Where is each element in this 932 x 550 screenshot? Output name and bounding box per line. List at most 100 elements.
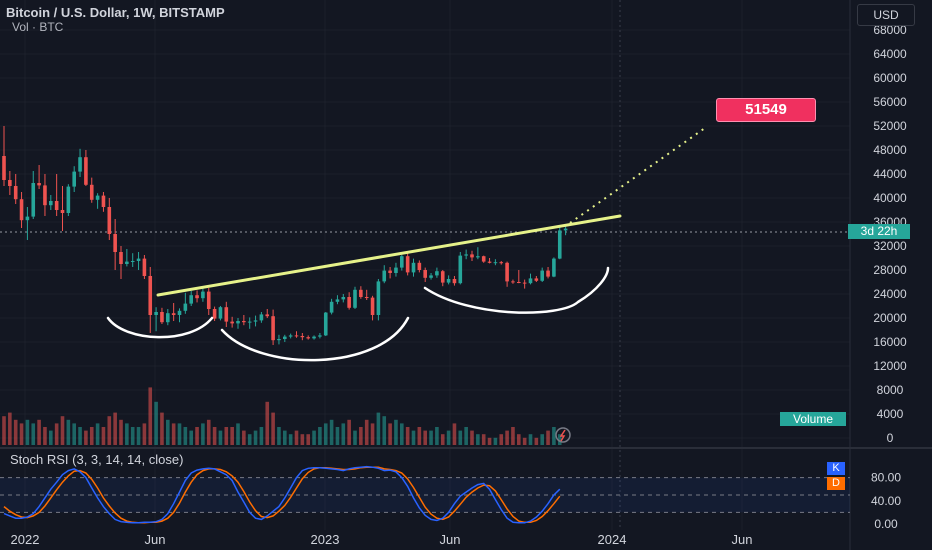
volume-bar xyxy=(37,419,41,445)
candle xyxy=(341,294,346,303)
price-tick-label: 24000 xyxy=(873,287,907,301)
candle-body xyxy=(253,320,258,322)
candle-body xyxy=(19,199,24,221)
volume-bar xyxy=(247,434,252,445)
volume-bar xyxy=(440,434,445,445)
volume-bar xyxy=(54,423,59,445)
candle-body xyxy=(66,186,71,213)
drawings xyxy=(106,127,706,443)
volume-bar xyxy=(388,423,392,445)
volume-bar xyxy=(218,430,223,445)
chart-header: Bitcoin / U.S. Dollar, 1W, BITSTAMP xyxy=(6,4,225,21)
candle-body xyxy=(440,271,445,283)
candle xyxy=(142,255,147,279)
volume-bar xyxy=(546,430,550,445)
projection-dotted-line xyxy=(569,127,706,224)
candle-body xyxy=(136,258,141,261)
volume-bar xyxy=(13,419,18,445)
volume-bar xyxy=(505,430,509,445)
candle xyxy=(429,273,433,280)
time-tick-label: 2024 xyxy=(598,532,627,547)
volume-bars xyxy=(2,387,562,445)
volume-bar xyxy=(528,434,533,445)
candle xyxy=(353,286,357,309)
candle-body xyxy=(265,314,270,317)
candle xyxy=(476,247,480,260)
volume-bar xyxy=(517,434,521,445)
volume-bar xyxy=(493,437,498,445)
candle xyxy=(411,258,416,277)
volume-bar xyxy=(142,423,147,445)
candle xyxy=(19,192,24,228)
volume-bar xyxy=(31,423,36,445)
candle xyxy=(54,174,59,216)
candle-body xyxy=(493,262,498,264)
candle-body xyxy=(271,316,275,341)
price-tick-label: 60000 xyxy=(873,71,907,85)
candle-body xyxy=(25,216,30,221)
candle xyxy=(136,252,141,270)
candle xyxy=(201,286,205,302)
candle-body xyxy=(49,201,53,206)
candle-body xyxy=(154,312,158,315)
target-price-label[interactable]: 51549 xyxy=(716,98,816,122)
candle xyxy=(189,291,193,306)
volume-bar xyxy=(405,427,410,445)
candle xyxy=(394,262,398,277)
volume-bar xyxy=(552,427,556,445)
volume-bar xyxy=(312,430,316,445)
candle xyxy=(329,298,334,315)
candle xyxy=(452,276,457,286)
symbol-title[interactable]: Bitcoin / U.S. Dollar, 1W, BITSTAMP xyxy=(6,5,225,20)
candle-body xyxy=(89,184,94,200)
volume-bar xyxy=(411,430,416,445)
candle-body xyxy=(183,303,188,311)
candle xyxy=(95,193,100,209)
candle xyxy=(347,292,351,310)
volume-bar xyxy=(113,412,117,445)
candle-body xyxy=(359,289,363,297)
candle-body xyxy=(423,270,427,278)
time-tick-label: 2023 xyxy=(311,532,340,547)
candle-body xyxy=(31,183,36,217)
stoch-rsi-title[interactable]: Stoch RSI (3, 3, 14, 14, close) xyxy=(10,452,184,467)
candle xyxy=(84,150,88,186)
candle xyxy=(253,315,258,327)
volume-bar xyxy=(476,434,480,445)
candle xyxy=(265,309,270,318)
candle xyxy=(552,257,556,278)
candle xyxy=(2,126,6,186)
candle-body xyxy=(353,289,357,308)
candle-body xyxy=(230,321,234,324)
volume-bar xyxy=(370,423,375,445)
candle-body xyxy=(347,297,351,308)
candle-body xyxy=(370,297,375,315)
volume-bar xyxy=(2,416,6,445)
candle xyxy=(499,261,504,265)
candle xyxy=(288,333,293,339)
price-tick-label: 40000 xyxy=(873,191,907,205)
candle-body xyxy=(78,157,82,172)
volume-bar xyxy=(183,427,188,445)
price-tick-label: 32000 xyxy=(873,239,907,253)
currency-button[interactable]: USD xyxy=(857,4,915,26)
candle xyxy=(107,198,112,240)
price-tick-label: 8000 xyxy=(877,383,904,397)
candle-body xyxy=(552,258,556,277)
volume-bar xyxy=(148,387,153,445)
price-tick-label: 16000 xyxy=(873,335,907,349)
candle xyxy=(546,267,550,279)
volume-bar xyxy=(253,430,258,445)
candle-body xyxy=(119,252,123,264)
volume-bar xyxy=(294,430,299,445)
volume-bar xyxy=(435,427,439,445)
stoch-rsi-pane: 80.00 40.00 0.00 xyxy=(0,465,901,531)
candle-body xyxy=(277,339,281,341)
lightning-glyph xyxy=(559,429,566,442)
candle xyxy=(113,219,117,270)
candle xyxy=(376,279,381,321)
stoch-k-badge: K xyxy=(827,462,845,475)
candle-body xyxy=(206,291,211,309)
candle-body xyxy=(364,297,369,298)
